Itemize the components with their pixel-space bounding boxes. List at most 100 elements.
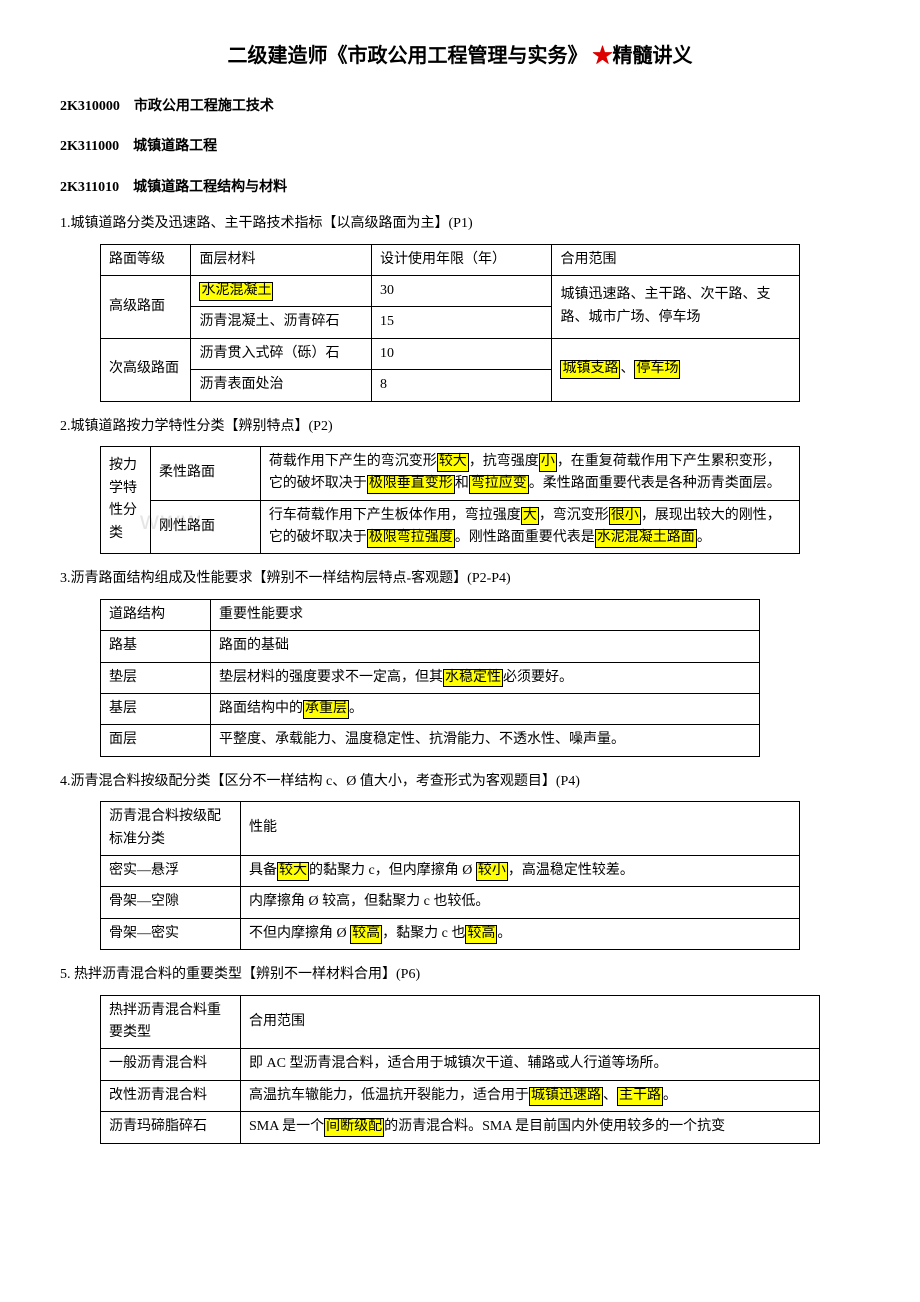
table-cell: 15: [371, 307, 552, 338]
table-road-grade: 路面等级 面层材料 设计使用年限（年） 合用范围 高级路面 水泥混凝土 30 城…: [100, 244, 800, 402]
table-cell: 城镇迅速路、主干路、次干路、支路、城市广场、停车场: [552, 275, 800, 338]
highlight: 弯拉应变: [469, 475, 529, 494]
text: 必须要好。: [503, 670, 573, 685]
item-1-heading: 1.城镇道路分类及迅速路、主干路技术指标【以高级路面为主】(P1): [60, 213, 860, 235]
table-row: 垫层 垫层材料的强度要求不一定高，但其水稳定性必须要好。: [101, 662, 760, 693]
table-row: 密实—悬浮 具备较大的黏聚力 c，但内摩擦角 Ø 较小，高温稳定性较差。: [101, 855, 800, 886]
table-cell: 垫层材料的强度要求不一定高，但其水稳定性必须要好。: [211, 662, 760, 693]
text: 的沥青混合料。SMA 是目前国内外使用较多的一个抗变: [384, 1119, 725, 1134]
text: 不但内摩擦角 Ø: [249, 926, 350, 941]
table-cell: 高级路面: [101, 275, 191, 338]
table-cell: 不但内摩擦角 Ø 较高，黏聚力 c 也较高。: [241, 918, 800, 949]
table-cell: 一般沥青混合料: [101, 1049, 241, 1080]
table-cell: 水泥混凝土: [191, 275, 372, 306]
table-header: 设计使用年限（年）: [371, 244, 552, 275]
text: 。: [697, 530, 711, 545]
table-row: 沥青混合料按级配标准分类 性能: [101, 802, 800, 856]
table-row: 沥青玛碲脂碎石 SMA 是一个间断级配的沥青混合料。SMA 是目前国内外使用较多…: [101, 1112, 820, 1143]
highlight: 较小: [476, 862, 508, 881]
highlight: 水泥混凝土路面: [595, 529, 697, 548]
table-row: 骨架—密实 不但内摩擦角 Ø 较高，黏聚力 c 也较高。: [101, 918, 800, 949]
table-row: 一般沥青混合料 即 AC 型沥青混合料，适合用于城镇次干道、辅路或人行道等场所。: [101, 1049, 820, 1080]
text: 和: [455, 476, 469, 491]
table-hotmix: 热拌沥青混合料重要类型 合用范围 一般沥青混合料 即 AC 型沥青混合料，适合用…: [100, 995, 820, 1144]
table-cell: 基层: [101, 694, 211, 725]
text: 行车荷载作用下产生板体作用，弯拉强度: [269, 508, 521, 523]
text: 。: [349, 701, 363, 716]
table-row: 道路结构 重要性能要求: [101, 599, 760, 630]
text: ，黏聚力 c 也: [382, 926, 465, 941]
table-cell: 高温抗车辙能力，低温抗开裂能力，适合用于城镇迅速路、主干路。: [241, 1080, 820, 1111]
table-cell: 沥青混凝土、沥青碎石: [191, 307, 372, 338]
table-row: 面层 平整度、承载能力、温度稳定性、抗滑能力、不透水性、噪声量。: [101, 725, 760, 756]
text: 高温抗车辙能力，低温抗开裂能力，适合用于: [249, 1088, 529, 1103]
table-header: 合用范围: [552, 244, 800, 275]
table-cell: 平整度、承载能力、温度稳定性、抗滑能力、不透水性、噪声量。: [211, 725, 760, 756]
highlight: 停车场: [634, 360, 680, 379]
table-row: 改性沥青混合料 高温抗车辙能力，低温抗开裂能力，适合用于城镇迅速路、主干路。: [101, 1080, 820, 1111]
table-header: 道路结构: [101, 599, 211, 630]
watermark-wrap: www 按力学特性分类 柔性路面 荷载作用下产生的弯沉变形较大，抗弯强度小，在重…: [60, 446, 860, 555]
table-cell: 沥青表面处治: [191, 370, 372, 401]
table-cell: 刚性路面: [150, 500, 260, 554]
text: ，高温稳定性较差。: [508, 863, 634, 878]
table-mechanical: 按力学特性分类 柔性路面 荷载作用下产生的弯沉变形较大，抗弯强度小，在重复荷载作…: [100, 446, 800, 555]
table-header: 合用范围: [241, 995, 820, 1049]
highlight: 较高: [465, 925, 497, 944]
text: 。刚性路面重要代表是: [455, 530, 595, 545]
table-cell: 内摩擦角 Ø 较高，但黏聚力 c 也较低。: [241, 887, 800, 918]
table-cell: 沥青玛碲脂碎石: [101, 1112, 241, 1143]
table-cell: 城镇支路、停车场: [552, 338, 800, 401]
highlight: 很小: [609, 507, 641, 526]
highlight: 小: [539, 453, 557, 472]
table-cell: 路基: [101, 631, 211, 662]
table-cell: 路面结构中的承重层。: [211, 694, 760, 725]
table-cell: 按力学特性分类: [101, 446, 151, 554]
table-row: 按力学特性分类 柔性路面 荷载作用下产生的弯沉变形较大，抗弯强度小，在重复荷载作…: [101, 446, 800, 500]
table-gradation: 沥青混合料按级配标准分类 性能 密实—悬浮 具备较大的黏聚力 c，但内摩擦角 Ø…: [100, 801, 800, 950]
text: 、: [620, 361, 634, 376]
highlight: 城镇迅速路: [529, 1087, 603, 1106]
table-row: 刚性路面 行车荷载作用下产生板体作用，弯拉强度大，弯沉变形很小，展现出较大的刚性…: [101, 500, 800, 554]
table-cell: 沥青贯入式碎（砾）石: [191, 338, 372, 369]
table-header: 性能: [241, 802, 800, 856]
table-cell: 骨架—密实: [101, 918, 241, 949]
text: 。: [663, 1088, 677, 1103]
title-prefix: 二级建造师《市政公用工程管理与实务》: [228, 45, 588, 67]
highlight: 间断级配: [324, 1118, 384, 1137]
table-cell: 次高级路面: [101, 338, 191, 401]
highlight: 承重层: [303, 700, 349, 719]
table-cell: 改性沥青混合料: [101, 1080, 241, 1111]
table-row: 路基 路面的基础: [101, 631, 760, 662]
heading-level-1: 2K310000 市政公用工程施工技术: [60, 96, 860, 118]
item-5-heading: 5. 热拌沥青混合料的重要类型【辨别不一样材料合用】(P6): [60, 964, 860, 986]
text: SMA 是一个: [249, 1119, 324, 1134]
table-cell: 柔性路面: [150, 446, 260, 500]
title-suffix: 精髓讲义: [613, 45, 693, 67]
item-2-heading: 2.城镇道路按力学特性分类【辨别特点】(P2): [60, 416, 860, 438]
text: 、: [603, 1088, 617, 1103]
table-row: 路面等级 面层材料 设计使用年限（年） 合用范围: [101, 244, 800, 275]
table-structure: 道路结构 重要性能要求 路基 路面的基础 垫层 垫层材料的强度要求不一定高，但其…: [100, 599, 760, 757]
table-cell: 垫层: [101, 662, 211, 693]
text: ，抗弯强度: [469, 454, 539, 469]
highlight: 水稳定性: [443, 669, 503, 688]
table-header: 重要性能要求: [211, 599, 760, 630]
table-cell: 路面的基础: [211, 631, 760, 662]
table-cell: 骨架—空隙: [101, 887, 241, 918]
highlight: 主干路: [617, 1087, 663, 1106]
text: ，弯沉变形: [539, 508, 609, 523]
table-cell: 即 AC 型沥青混合料，适合用于城镇次干道、辅路或人行道等场所。: [241, 1049, 820, 1080]
table-header: 热拌沥青混合料重要类型: [101, 995, 241, 1049]
page-title: 二级建造师《市政公用工程管理与实务》 ★精髓讲义: [60, 40, 860, 72]
table-header: 面层材料: [191, 244, 372, 275]
highlight: 大: [521, 507, 539, 526]
table-row: 骨架—空隙 内摩擦角 Ø 较高，但黏聚力 c 也较低。: [101, 887, 800, 918]
table-cell: 面层: [101, 725, 211, 756]
heading-level-3: 2K311010 城镇道路工程结构与材料: [60, 177, 860, 199]
table-row: 热拌沥青混合料重要类型 合用范围: [101, 995, 820, 1049]
text: 。: [497, 926, 511, 941]
table-cell: 8: [371, 370, 552, 401]
highlight: 极限弯拉强度: [367, 529, 455, 548]
table-cell: 行车荷载作用下产生板体作用，弯拉强度大，弯沉变形很小，展现出较大的刚性，它的破坏…: [260, 500, 799, 554]
